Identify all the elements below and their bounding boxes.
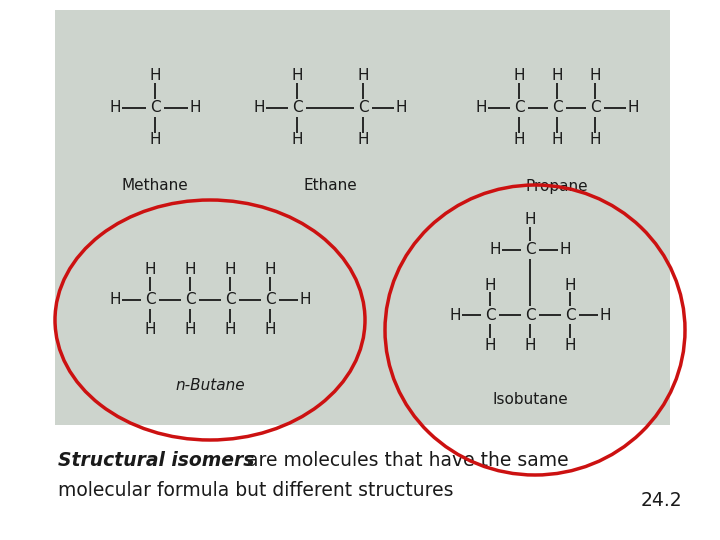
Text: H: H — [627, 100, 639, 116]
Text: C: C — [145, 293, 156, 307]
Text: H: H — [149, 132, 161, 147]
Text: C: C — [358, 100, 369, 116]
Text: H: H — [485, 278, 496, 293]
Text: Methane: Methane — [122, 179, 189, 193]
Text: H: H — [292, 69, 302, 84]
Text: H: H — [599, 307, 611, 322]
Text: H: H — [357, 69, 369, 84]
Text: H: H — [449, 307, 461, 322]
Text: C: C — [552, 100, 562, 116]
Text: H: H — [184, 322, 196, 338]
Text: 24.2: 24.2 — [640, 490, 682, 510]
Text: H: H — [564, 338, 576, 353]
Text: H: H — [524, 338, 536, 353]
Text: H: H — [490, 242, 500, 258]
Text: H: H — [524, 213, 536, 227]
Text: C: C — [513, 100, 524, 116]
Text: C: C — [292, 100, 302, 116]
Text: C: C — [525, 242, 535, 258]
Text: H: H — [559, 242, 571, 258]
Text: Ethane: Ethane — [303, 179, 357, 193]
Text: H: H — [224, 262, 235, 278]
Text: H: H — [144, 262, 156, 278]
Text: H: H — [144, 322, 156, 338]
Text: H: H — [149, 69, 161, 84]
Text: H: H — [300, 293, 311, 307]
Text: Propane: Propane — [526, 179, 588, 193]
Text: H: H — [552, 132, 563, 147]
Text: H: H — [564, 278, 576, 293]
Text: C: C — [590, 100, 600, 116]
Text: H: H — [184, 262, 196, 278]
Text: H: H — [357, 132, 369, 147]
Text: H: H — [264, 322, 276, 338]
Text: H: H — [513, 69, 525, 84]
Text: H: H — [485, 338, 496, 353]
Text: H: H — [224, 322, 235, 338]
Text: H: H — [109, 100, 121, 116]
Text: are molecules that have the same: are molecules that have the same — [241, 450, 569, 469]
Text: H: H — [109, 293, 121, 307]
Text: H: H — [395, 100, 407, 116]
Text: H: H — [292, 132, 302, 147]
Text: H: H — [513, 132, 525, 147]
Text: n-Butane: n-Butane — [175, 377, 245, 393]
Text: H: H — [253, 100, 265, 116]
Text: Structural isomers: Structural isomers — [58, 450, 254, 469]
Text: C: C — [265, 293, 275, 307]
Text: C: C — [485, 307, 495, 322]
Text: C: C — [185, 293, 195, 307]
Text: H: H — [189, 100, 201, 116]
Text: C: C — [225, 293, 235, 307]
Text: H: H — [475, 100, 487, 116]
Text: H: H — [264, 262, 276, 278]
Text: C: C — [150, 100, 161, 116]
Text: H: H — [552, 69, 563, 84]
Text: H: H — [589, 132, 600, 147]
Text: molecular formula but different structures: molecular formula but different structur… — [58, 481, 454, 500]
Bar — [55, 10, 670, 425]
Text: C: C — [525, 307, 535, 322]
Text: Isobutane: Isobutane — [492, 393, 568, 408]
Text: C: C — [564, 307, 575, 322]
Text: H: H — [589, 69, 600, 84]
